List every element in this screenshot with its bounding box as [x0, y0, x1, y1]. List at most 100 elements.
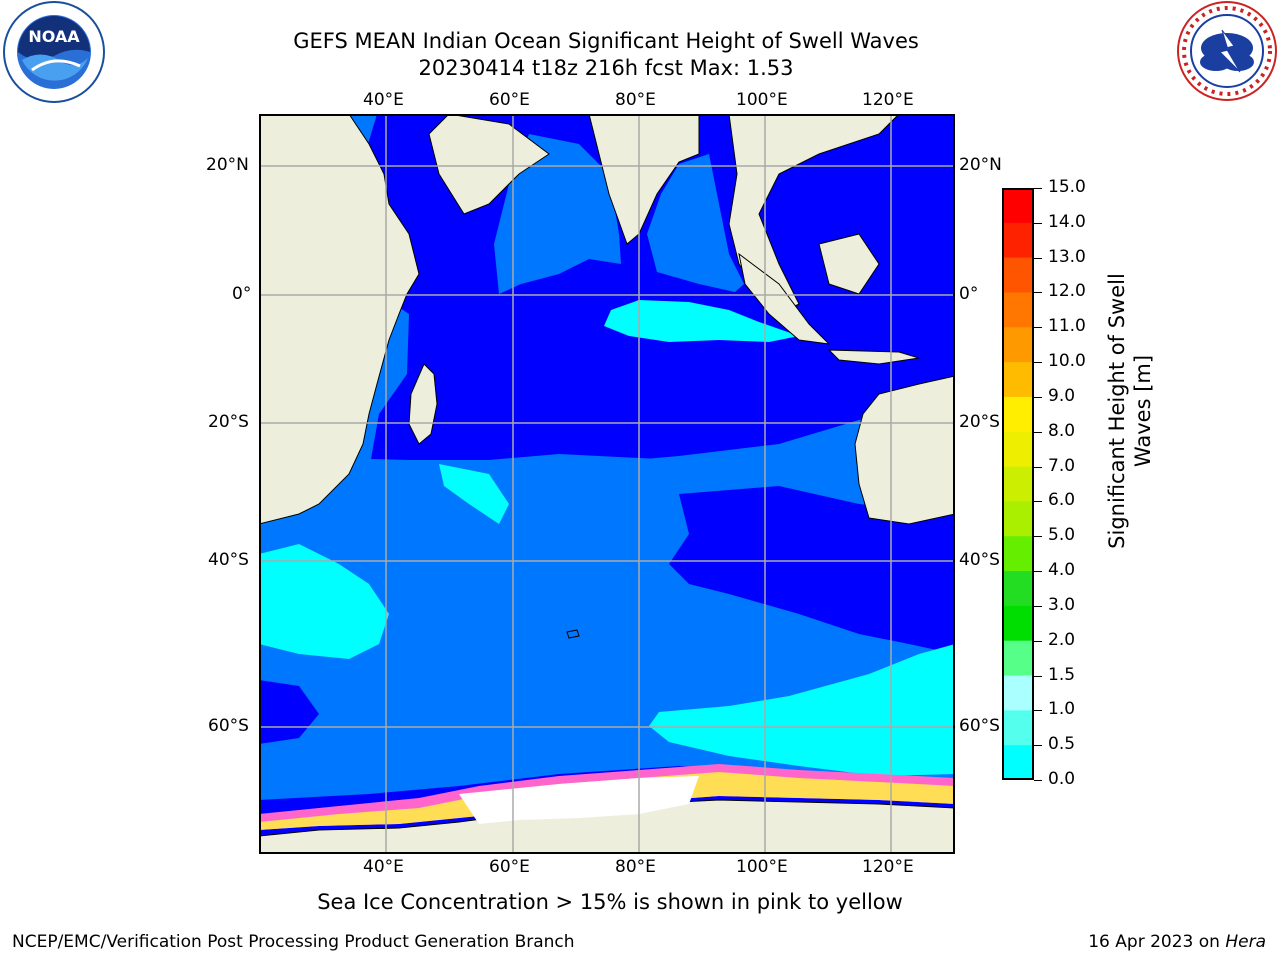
colorbar-swatches [1002, 188, 1034, 781]
colorbar-tick-label: 3.0 [1048, 594, 1076, 615]
java-land [827, 349, 920, 365]
lon-label-bottom-100e: 100°E [736, 857, 788, 877]
lon-label-top-120e: 120°E [862, 90, 914, 110]
colorbar-swatch [1002, 692, 1034, 711]
india-land [588, 113, 700, 245]
colorbar [1002, 188, 1034, 781]
colorbar-swatch [1002, 309, 1034, 328]
map-panel [258, 113, 956, 855]
colorbar-swatch [1002, 466, 1034, 485]
colorbar-tick-label: 0.5 [1048, 734, 1076, 755]
colorbar-swatch [1002, 745, 1034, 764]
colorbar-swatch [1002, 588, 1034, 607]
colorbar-tick-label: 14.0 [1048, 211, 1086, 232]
colorbar-swatch [1002, 571, 1034, 589]
colorbar-tick-mark [1034, 571, 1042, 573]
colorbar-tick-label: 5.0 [1048, 525, 1076, 546]
colorbar-swatch [1002, 484, 1034, 502]
lon-label-bottom-60e: 60°E [489, 857, 530, 877]
arabia-land [428, 113, 550, 215]
colorbar-tick-label: 6.0 [1048, 490, 1076, 511]
australia-land [854, 375, 956, 525]
ocean-cyan-equator [604, 300, 799, 342]
colorbar-swatch [1002, 449, 1034, 468]
colorbar-tick-mark [1034, 396, 1042, 398]
colorbar-swatch [1002, 188, 1034, 206]
colorbar-swatch [1002, 292, 1034, 311]
ocean-cyan-southeast [649, 644, 955, 776]
colorbar-swatch [1002, 658, 1034, 677]
colorbar-tick-mark [1034, 605, 1042, 607]
sumatra-land [738, 252, 831, 345]
colorbar-tick-label: 8.0 [1048, 420, 1076, 441]
colorbar-swatch [1002, 362, 1034, 381]
lon-label-top-100e: 100°E [736, 90, 788, 110]
lat-label-right-20s: 20°S [959, 412, 1000, 432]
colorbar-tick-label: 12.0 [1048, 281, 1086, 302]
colorbar-tick-mark [1034, 431, 1042, 433]
colorbar-swatch [1002, 222, 1034, 241]
ocean-dark-southwest [259, 680, 319, 744]
lat-label-left-0: 0° [232, 284, 252, 304]
noaa-logo: NOAA [2, 0, 106, 104]
colorbar-tick-mark [1034, 675, 1042, 677]
colorbar-swatch [1002, 379, 1034, 398]
colorbar-tick-label: 7.0 [1048, 455, 1076, 476]
map-plot [258, 113, 956, 855]
colorbar-swatch [1002, 727, 1034, 746]
lon-label-bottom-40e: 40°E [363, 857, 404, 877]
lon-label-bottom-80e: 80°E [615, 857, 656, 877]
chart-subtitle: 20230414 t18z 216h fcst Max: 1.53 [418, 56, 794, 80]
lat-label-right-20n: 20°N [959, 155, 1002, 175]
colorbar-swatch [1002, 327, 1034, 346]
colorbar-tick-mark [1034, 292, 1042, 294]
lat-label-right-40s: 40°S [959, 550, 1000, 570]
colorbar-swatch [1002, 536, 1034, 555]
colorbar-swatch [1002, 501, 1034, 520]
footer-organization: NCEP/EMC/Verification Post Processing Pr… [12, 932, 575, 952]
colorbar-swatch [1002, 605, 1034, 624]
colorbar-swatch [1002, 414, 1034, 433]
chart-title: GEFS MEAN Indian Ocean Significant Heigh… [293, 29, 919, 53]
se-asia-land [728, 113, 901, 315]
colorbar-swatch [1002, 518, 1034, 537]
colorbar-tick-mark [1034, 780, 1042, 781]
colorbar-tick-label: 9.0 [1048, 385, 1076, 406]
lat-label-right-0: 0° [959, 284, 979, 304]
colorbar-swatch [1002, 431, 1034, 450]
colorbar-tick-mark [1034, 466, 1042, 468]
colorbar-tick-mark [1034, 745, 1042, 747]
colorbar-tick-label: 1.0 [1048, 699, 1076, 720]
bay-of-bengal-light [647, 154, 744, 292]
colorbar-swatch [1002, 675, 1034, 694]
kerguelen-island [566, 629, 580, 639]
colorbar-tick-label: 11.0 [1048, 316, 1086, 337]
colorbar-label: Significant Height of Swell Waves [m] [1104, 36, 1164, 636]
footer-date-text: 16 Apr 2023 on [1088, 932, 1226, 952]
colorbar-tick-label: 2.0 [1048, 629, 1076, 650]
lat-label-left-60s: 60°S [208, 716, 249, 736]
colorbar-swatch [1002, 240, 1034, 259]
colorbar-swatch [1002, 623, 1034, 642]
colorbar-tick-label: 4.0 [1048, 560, 1076, 581]
colorbar-tick-mark [1034, 222, 1042, 224]
colorbar-swatch [1002, 275, 1034, 293]
footer-host: Hera [1225, 932, 1266, 952]
colorbar-swatch [1002, 344, 1034, 363]
colorbar-tick-label: 0.0 [1048, 769, 1076, 789]
lon-label-top-40e: 40°E [363, 90, 404, 110]
map-frame [259, 114, 955, 854]
colorbar-swatch [1002, 553, 1034, 572]
arabian-sea-light [494, 134, 621, 294]
colorbar-swatch [1002, 640, 1034, 659]
colorbar-tick-mark [1034, 188, 1042, 189]
colorbar-swatch [1002, 762, 1034, 781]
madagascar-land [408, 363, 438, 445]
lat-label-left-40s: 40°S [208, 550, 249, 570]
colorbar-swatch [1002, 257, 1034, 276]
ocean-cyan-small [439, 464, 509, 524]
colorbar-tick-mark [1034, 327, 1042, 329]
colorbar-tick-mark [1034, 710, 1042, 712]
lon-label-top-60e: 60°E [489, 90, 530, 110]
colorbar-label-line2: Waves [m] [1131, 354, 1155, 468]
